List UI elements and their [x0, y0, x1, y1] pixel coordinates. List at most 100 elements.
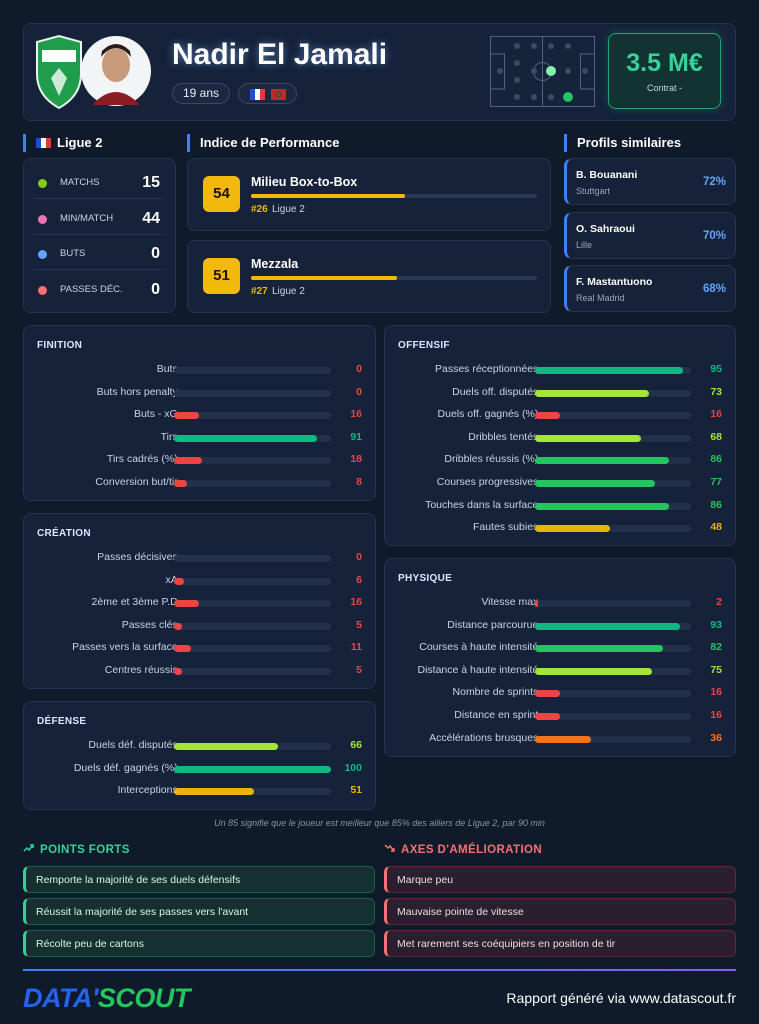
- club-badge: [36, 34, 82, 110]
- row-value: 6: [356, 573, 362, 586]
- row-bar: [534, 622, 681, 630]
- row-bar: [534, 525, 610, 533]
- flag: [36, 138, 51, 148]
- row-bar: [534, 389, 649, 397]
- stat-label: MATCHS: [60, 177, 100, 188]
- row-label: Duels déf. gagnés (%): [73, 761, 178, 774]
- row-value: 18: [350, 453, 362, 466]
- strengths-heading: POINTS FORTS: [23, 843, 130, 856]
- row-label: Distance à haute intensité: [417, 663, 539, 676]
- row-track: [174, 622, 332, 630]
- panel-title: PHYSIQUE: [398, 573, 453, 584]
- row-label: Buts: [156, 363, 178, 375]
- panel-title: CRÉATION: [37, 528, 91, 539]
- row-track: [174, 668, 332, 675]
- row-track: [174, 480, 332, 487]
- improvement-item: Marque peu: [384, 866, 736, 893]
- strengths-title: POINTS FORTS: [40, 844, 130, 856]
- row-track: [174, 600, 332, 608]
- row-bar: [534, 600, 538, 607]
- footnote: Un 85 signifie que le joueur est meilleu…: [214, 818, 545, 828]
- divider: [23, 969, 736, 971]
- profile-rank: #27: [251, 286, 268, 297]
- stat-icon: [38, 214, 47, 224]
- age-pill: 19 ans: [172, 83, 230, 104]
- panel-title: DÉFENSE: [37, 716, 87, 727]
- row-label: Passes décisives: [97, 551, 178, 563]
- row-bar: [174, 480, 187, 487]
- similar-card: [564, 158, 736, 205]
- panel-title: FINITION: [37, 340, 83, 351]
- row-label: Passes clés: [121, 618, 178, 631]
- row-label: Courses progressives: [436, 476, 539, 488]
- contract: Contrat -: [646, 83, 682, 93]
- row-track: [534, 645, 692, 653]
- row-value: 2: [716, 596, 722, 608]
- profile-score: 51: [203, 258, 240, 294]
- row-label: Dribbles tentés: [468, 430, 539, 443]
- trend-down-icon: [384, 844, 395, 852]
- row-label: Courses à haute intensité: [419, 641, 539, 654]
- row-label: Fautes subies: [472, 521, 539, 534]
- row-label: Passes réceptionnées: [434, 363, 539, 375]
- similar-pct: 72%: [702, 176, 726, 188]
- row-label: 2ème et 3ème P.D: [91, 596, 178, 609]
- row-track: [534, 713, 692, 720]
- row-value: 16: [710, 408, 722, 421]
- row-bar: [174, 765, 332, 773]
- market-value-box: 3.5 M€ Contrat -: [608, 33, 721, 109]
- row-bar: [174, 412, 200, 420]
- row-bar: [174, 600, 200, 608]
- league-heading: Ligue 2: [23, 134, 103, 152]
- row-label: Centres réussis: [104, 664, 178, 676]
- row-track: [534, 502, 692, 510]
- profile-role: Mezzala: [251, 257, 299, 271]
- row-label: Tirs: [160, 430, 178, 443]
- row-bar: [534, 457, 670, 465]
- position-pitch: [490, 36, 595, 107]
- row-bar: [534, 735, 592, 743]
- row-track: [174, 555, 332, 562]
- row-value: 86: [710, 453, 722, 466]
- row-track: [174, 412, 332, 420]
- row-track: [534, 735, 692, 743]
- footer-text: Rapport généré via www.datascout.fr: [506, 990, 736, 1006]
- stat-icon: [38, 285, 47, 295]
- logo: DATA'SCOUT: [23, 983, 190, 1014]
- similar-name: B. Bouanani: [576, 169, 638, 181]
- player-photo: [81, 36, 151, 106]
- row-bar: [174, 668, 182, 675]
- nationality-pill: [238, 83, 297, 104]
- row-label: Conversion but/tir: [95, 476, 178, 488]
- row-value: 11: [350, 641, 362, 654]
- row-track: [534, 389, 692, 397]
- row-bar: [534, 667, 653, 675]
- row-track: [174, 645, 332, 653]
- similar-pct: 68%: [702, 283, 726, 295]
- row-bar: [534, 434, 642, 442]
- row-value: 93: [710, 618, 722, 631]
- row-value: 16: [710, 709, 722, 721]
- similar-club: Stuttgart: [576, 186, 611, 196]
- row-value: 5: [356, 664, 362, 676]
- stat-value: 15: [142, 174, 160, 191]
- row-label: Touches dans la surface: [425, 498, 539, 511]
- row-bar: [534, 367, 684, 374]
- row-bar: [174, 622, 182, 630]
- row-track: [174, 389, 332, 397]
- flags: [250, 89, 286, 100]
- row-value: 16: [350, 596, 362, 609]
- row-track: [174, 457, 332, 465]
- row-bar: [534, 412, 560, 420]
- stat-label: BUTS: [60, 248, 86, 259]
- stat-panel: [384, 558, 736, 757]
- trend-up-icon: [23, 844, 34, 852]
- row-value: 48: [710, 521, 722, 534]
- logo-right: SCOUT: [97, 983, 191, 1013]
- row-label: Passes vers la surface: [72, 641, 178, 654]
- row-label: Buts - xG: [133, 408, 178, 421]
- stat-value: 0: [151, 245, 160, 262]
- similar-card: [564, 265, 736, 312]
- row-value: 95: [710, 363, 722, 375]
